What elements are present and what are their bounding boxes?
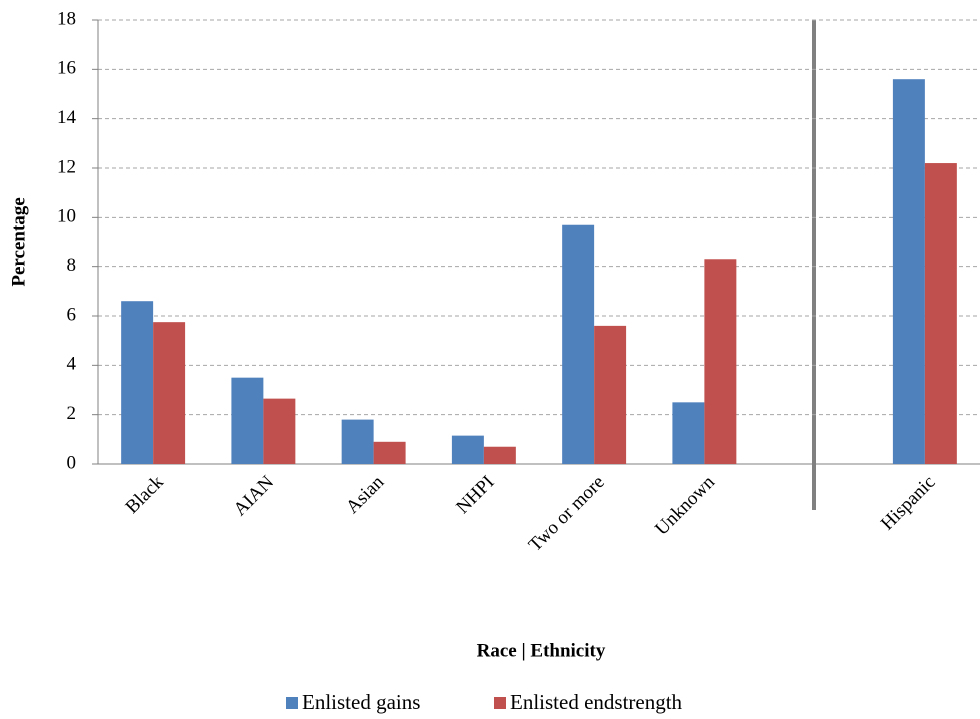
bar xyxy=(672,402,705,464)
x-tick-label: Two or more xyxy=(525,472,609,556)
y-tick-label: 16 xyxy=(57,58,76,79)
x-tick-label: Black xyxy=(122,471,169,518)
bar xyxy=(562,224,595,464)
x-tick-label: NHPI xyxy=(452,472,498,518)
y-tick-label: 14 xyxy=(57,107,77,128)
y-tick-label: 10 xyxy=(57,206,76,227)
legend-swatch xyxy=(494,697,506,709)
y-tick-label: 2 xyxy=(67,403,77,424)
x-tick-label: AIAN xyxy=(230,472,279,521)
y-tick-label: 0 xyxy=(67,452,77,473)
legend-label: Enlisted endstrength xyxy=(510,690,683,714)
y-tick-label: 6 xyxy=(67,304,77,325)
bar xyxy=(451,435,484,464)
bar xyxy=(263,398,296,464)
x-tick-label: Hispanic xyxy=(877,472,940,535)
x-axis-title: Race | Ethnicity xyxy=(477,640,606,661)
bar xyxy=(704,259,737,464)
y-axis-title: Percentage xyxy=(8,197,29,286)
bar xyxy=(924,163,957,465)
bar xyxy=(341,419,374,464)
bar xyxy=(121,301,154,464)
bar xyxy=(373,441,406,464)
bar xyxy=(153,322,186,464)
x-tick-label: Asian xyxy=(342,471,389,518)
y-tick-label: 8 xyxy=(67,255,77,276)
y-tick-label: 18 xyxy=(57,8,76,29)
bar xyxy=(892,79,925,464)
x-tick-label: Unknown xyxy=(651,471,719,539)
y-tick-label: 4 xyxy=(67,354,77,375)
y-tick-label: 12 xyxy=(57,156,76,177)
bar xyxy=(231,377,264,464)
bar xyxy=(594,325,627,464)
bar xyxy=(483,446,516,464)
legend-swatch xyxy=(286,697,298,709)
legend-label: Enlisted gains xyxy=(302,690,420,714)
